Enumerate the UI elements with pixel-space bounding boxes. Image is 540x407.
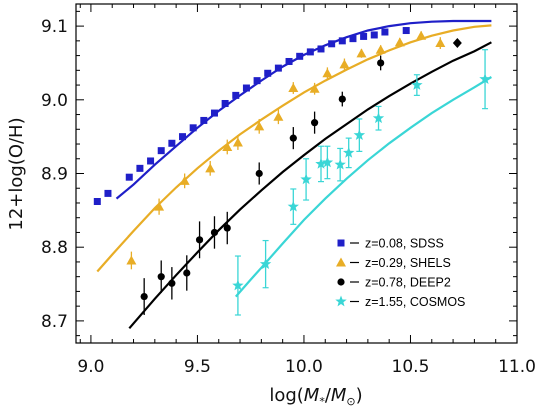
data-point [377, 59, 385, 67]
data-point [147, 157, 155, 165]
data-point [353, 129, 366, 140]
data-point [232, 91, 240, 99]
y-tick-label: 9.1 [41, 17, 68, 37]
data-point [274, 64, 282, 72]
fit-curve [234, 76, 492, 298]
fit-curve [128, 41, 492, 330]
x-tick-label: 10.5 [392, 357, 430, 377]
data-point [479, 73, 491, 84]
x-tick-label: 10.0 [285, 357, 323, 377]
data-point [189, 124, 197, 132]
x-tick-label: 9.0 [77, 357, 104, 377]
data-point [311, 119, 319, 127]
data-point [125, 173, 133, 181]
data-point [338, 37, 346, 45]
legend-label: z=1.55, COSMOS [365, 295, 465, 309]
data-point [126, 255, 137, 265]
data-point [370, 31, 378, 39]
x-axis-label: log(M*/M⊙) [269, 385, 362, 407]
y-axis-ticks: 8.7 8.8 8.9 9.0 9.1 [41, 10, 517, 337]
data-point [232, 137, 243, 147]
data-point [259, 258, 272, 269]
y-axis-label: 12+log(O/H) [6, 117, 27, 230]
data-point [210, 228, 219, 237]
legend-label: z=0.78, DEEP2 [365, 276, 451, 290]
x-tick-label: 9.5 [184, 357, 211, 377]
data-point [104, 189, 112, 197]
data-point [435, 38, 446, 48]
data-point [349, 35, 357, 43]
data-point [255, 169, 263, 178]
data-point [210, 109, 218, 117]
data-point [242, 84, 250, 92]
data-point [223, 224, 231, 232]
data-point [306, 48, 314, 56]
data-point [411, 79, 423, 90]
y-tick-label: 8.7 [41, 312, 68, 332]
data-point [328, 40, 336, 48]
data-point [321, 156, 334, 168]
data-point [309, 83, 320, 93]
legend-marker [335, 295, 347, 307]
y-tick-label: 8.8 [41, 238, 68, 258]
data-point [157, 147, 165, 155]
data-point [179, 175, 190, 185]
legend-label: z=0.08, SDSS [365, 237, 444, 251]
data-point [372, 112, 385, 124]
data-points [93, 27, 491, 301]
data-point [264, 69, 272, 77]
data-point [254, 121, 265, 131]
data-point [338, 95, 346, 103]
data-point [253, 77, 261, 85]
data-point [93, 198, 101, 206]
fit-curve [115, 19, 492, 200]
data-point [273, 111, 284, 121]
data-point [356, 48, 367, 58]
fit-curve [96, 24, 492, 273]
y-tick-label: 9.0 [41, 91, 68, 111]
data-point [300, 173, 312, 185]
data-point [200, 116, 208, 124]
data-point [183, 269, 191, 277]
legend-marker [337, 278, 345, 286]
data-point [296, 52, 304, 60]
data-point [195, 236, 204, 244]
data-point [394, 37, 405, 47]
data-point [179, 133, 187, 141]
data-point [375, 44, 386, 54]
data-point [452, 38, 462, 49]
data-point [339, 59, 350, 69]
y-tick-label: 8.9 [41, 165, 68, 185]
data-point [168, 279, 176, 287]
data-point [136, 164, 144, 172]
x-axis-ticks: 9.0 9.5 10.0 10.5 11.0 [77, 4, 536, 377]
data-point [317, 45, 325, 53]
data-point [315, 157, 327, 169]
data-point [289, 134, 297, 142]
data-point [287, 200, 299, 212]
data-point [402, 27, 410, 35]
data-point [221, 99, 229, 107]
legend-marker [336, 257, 346, 267]
data-point [381, 28, 389, 36]
data-point [168, 139, 176, 147]
legend-label: z=0.29, SHELS [365, 256, 451, 270]
data-point [334, 158, 346, 170]
data-point [232, 279, 244, 291]
data-point [157, 273, 165, 281]
data-point [288, 83, 299, 93]
legend: z=0.08, SDSS z=0.29, SHELS z=0.78, DEEP2 z=… [335, 237, 465, 309]
data-point [343, 146, 355, 158]
data-point [360, 32, 368, 40]
data-point [416, 30, 427, 40]
data-point [154, 201, 165, 211]
data-point [140, 292, 148, 301]
x-tick-label: 11.0 [498, 357, 536, 377]
data-point [322, 68, 333, 78]
legend-marker [337, 239, 345, 247]
data-point [222, 141, 233, 151]
data-point [285, 57, 293, 65]
data-point [205, 163, 216, 173]
